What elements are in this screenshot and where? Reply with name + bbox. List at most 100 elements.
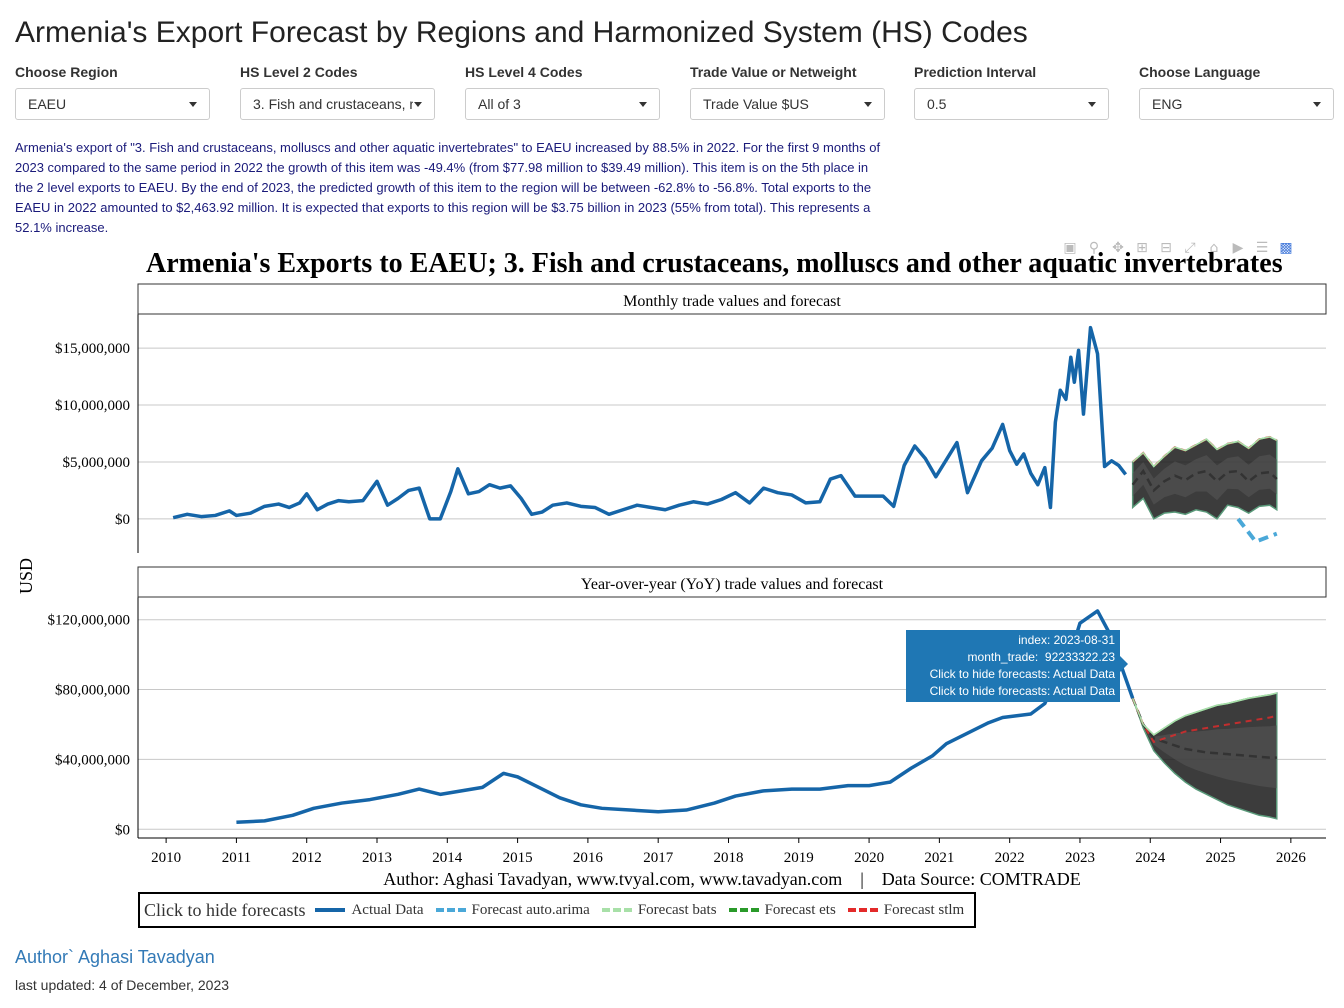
x-tick-label: 2012 <box>292 850 322 866</box>
legend-item-bats[interactable]: Forecast bats <box>601 901 717 919</box>
x-tick-label: 2011 <box>222 850 251 866</box>
series-lines <box>172 325 1278 825</box>
page-title: Armenia's Export Forecast by Regions and… <box>15 16 1028 49</box>
x-tick-label: 2015 <box>503 850 533 866</box>
tooltip-line: month_trade: 92233322.23 <box>967 650 1115 664</box>
hs4-select[interactable]: All of 3 <box>465 88 660 120</box>
language-select[interactable]: ENG <box>1139 88 1334 120</box>
legend-label: Forecast stlm <box>883 901 965 918</box>
legend-item-ets[interactable]: Forecast ets <box>728 901 836 919</box>
x-tick-label: 2016 <box>573 850 604 866</box>
interval-select[interactable]: 0.5 <box>914 88 1109 120</box>
axes <box>137 314 1326 843</box>
legend-item-actual[interactable]: Actual Data <box>315 901 424 919</box>
last-updated: last updated: 4 of December, 2023 <box>15 977 230 993</box>
hs4-label: HS Level 4 Codes <box>465 64 583 80</box>
x-tick-label: 2020 <box>854 850 884 866</box>
chart-legend: Click to hide forecasts Actual Data Fore… <box>138 892 977 928</box>
plotly-logo-icon[interactable]: ▩ <box>1279 240 1293 256</box>
author-link[interactable]: Author` Aghasi Tavadyan <box>15 947 215 967</box>
y-tick-label: $15,000,000 <box>55 341 130 357</box>
hs2-select[interactable]: 3. Fish and crustaceans, molluscs and ot… <box>240 88 435 120</box>
legend-label: Forecast ets <box>764 901 836 918</box>
legend-swatch <box>315 908 346 912</box>
forecast-bands <box>1131 436 1278 820</box>
trade-type-label: Trade Value or Netweight <box>690 64 857 80</box>
trade-type-control: Trade Value or Netweight Trade Value $US <box>690 64 885 120</box>
y-axis-label: USD <box>16 558 36 594</box>
autoscale-icon[interactable]: ⤢ <box>1184 240 1196 256</box>
forecast-ets-line <box>1131 468 1278 493</box>
x-tick-label: 2022 <box>995 850 1025 866</box>
region-label: Choose Region <box>15 64 118 80</box>
zoom-in-icon[interactable]: ⊞ <box>1136 240 1148 256</box>
y-tick-label: $5,000,000 <box>63 455 131 471</box>
chart-caption: Author: Aghasi Tavadyan, www.tvyal.com, … <box>383 869 1081 889</box>
x-tick-label: 2024 <box>1135 850 1166 866</box>
legend-item-stlm[interactable]: Forecast stlm <box>847 901 965 919</box>
region-control: Choose Region EAEU <box>15 64 210 120</box>
legend-label: Forecast auto.arima <box>471 901 590 918</box>
x-tick-label: 2023 <box>1065 850 1095 866</box>
y-tick-label: $0 <box>115 822 130 838</box>
forecast-ets-line <box>1131 697 1277 759</box>
region-select[interactable]: EAEU <box>15 88 210 120</box>
tooltip-pointer <box>1120 656 1128 672</box>
y-tick-label: $120,000,000 <box>48 613 131 629</box>
y-tick-label: $80,000,000 <box>55 683 130 699</box>
x-tick-label: 2010 <box>151 850 181 866</box>
chevron-down-icon <box>189 101 197 107</box>
chart-title: Armenia's Exports to EAEU; 3. Fish and c… <box>146 248 1283 279</box>
hs4-value: All of 3 <box>478 96 521 112</box>
x-tick-label: 2017 <box>643 850 674 866</box>
tooltip-line: Click to hide forecasts: Actual Data <box>929 667 1115 681</box>
hs2-control: HS Level 2 Codes 3. Fish and crustaceans… <box>240 64 435 120</box>
summary-text: Armenia's export of "3. Fish and crustac… <box>15 140 881 235</box>
panel-2-subtitle: Year-over-year (YoY) trade values and fo… <box>581 576 884 593</box>
legend-item-arima[interactable]: Forecast auto.arima <box>435 901 590 919</box>
legend-swatch <box>435 908 466 912</box>
pan-icon[interactable]: ✥ <box>1112 240 1124 256</box>
x-tick-label: 2026 <box>1276 850 1307 866</box>
language-control: Choose Language ENG <box>1139 64 1334 120</box>
tick-labels: $0 $5,000,000 $10,000,000 $15,000,000 $0 $40,… <box>48 341 1307 866</box>
legend-label: Forecast bats <box>637 901 717 918</box>
x-tick-label: 2014 <box>432 850 463 866</box>
legend-swatch <box>601 908 632 912</box>
legend-swatch <box>728 908 759 912</box>
forecast-stlm-line <box>1131 697 1278 744</box>
chevron-down-icon <box>864 101 872 107</box>
chevron-down-icon <box>1313 101 1321 107</box>
legend-label: Actual Data <box>351 901 424 918</box>
x-tick-label: 2013 <box>362 850 392 866</box>
tooltip-line: index: 2023-08-31 <box>1018 633 1115 647</box>
region-value: EAEU <box>28 96 67 112</box>
actual-data-line <box>236 609 1135 825</box>
trade-type-value: Trade Value $US <box>703 96 809 112</box>
language-label: Choose Language <box>1139 64 1261 80</box>
camera-icon[interactable]: ▣ <box>1063 240 1077 256</box>
forecast-bats-line <box>1131 692 1277 736</box>
forecast-inner-band <box>1132 454 1277 505</box>
zoom-icon[interactable]: ⚲ <box>1088 240 1100 256</box>
hover-tooltip: index: 2023-08-31 month_trade: 92233322.… <box>906 630 1120 702</box>
y-tick-label: $0 <box>115 512 130 528</box>
panel-2-strip <box>137 566 1327 598</box>
x-tick-label: 2019 <box>784 850 814 866</box>
panel-1-subtitle: Monthly trade values and forecast <box>623 293 841 310</box>
legend-title: Click to hide forecasts <box>144 899 306 920</box>
forecast-inner-band <box>1132 698 1277 789</box>
hs2-value: 3. Fish and crustaceans, molluscs and ot… <box>253 96 413 112</box>
zoom-out-icon[interactable]: ⊟ <box>1160 240 1172 256</box>
language-value: ENG <box>1152 96 1183 112</box>
forecast-bats-line <box>1132 436 1278 468</box>
trade-type-select[interactable]: Trade Value $US <box>690 88 885 120</box>
spike-icon[interactable]: ▶ <box>1232 240 1244 256</box>
chevron-down-icon <box>1088 101 1096 107</box>
home-icon[interactable]: ⌂ <box>1209 240 1219 256</box>
compare-icon[interactable]: ☰ <box>1255 240 1269 256</box>
chevron-down-icon <box>639 101 647 107</box>
x-tick-label: 2021 <box>924 850 954 866</box>
forecast-arima-line <box>1236 517 1278 545</box>
